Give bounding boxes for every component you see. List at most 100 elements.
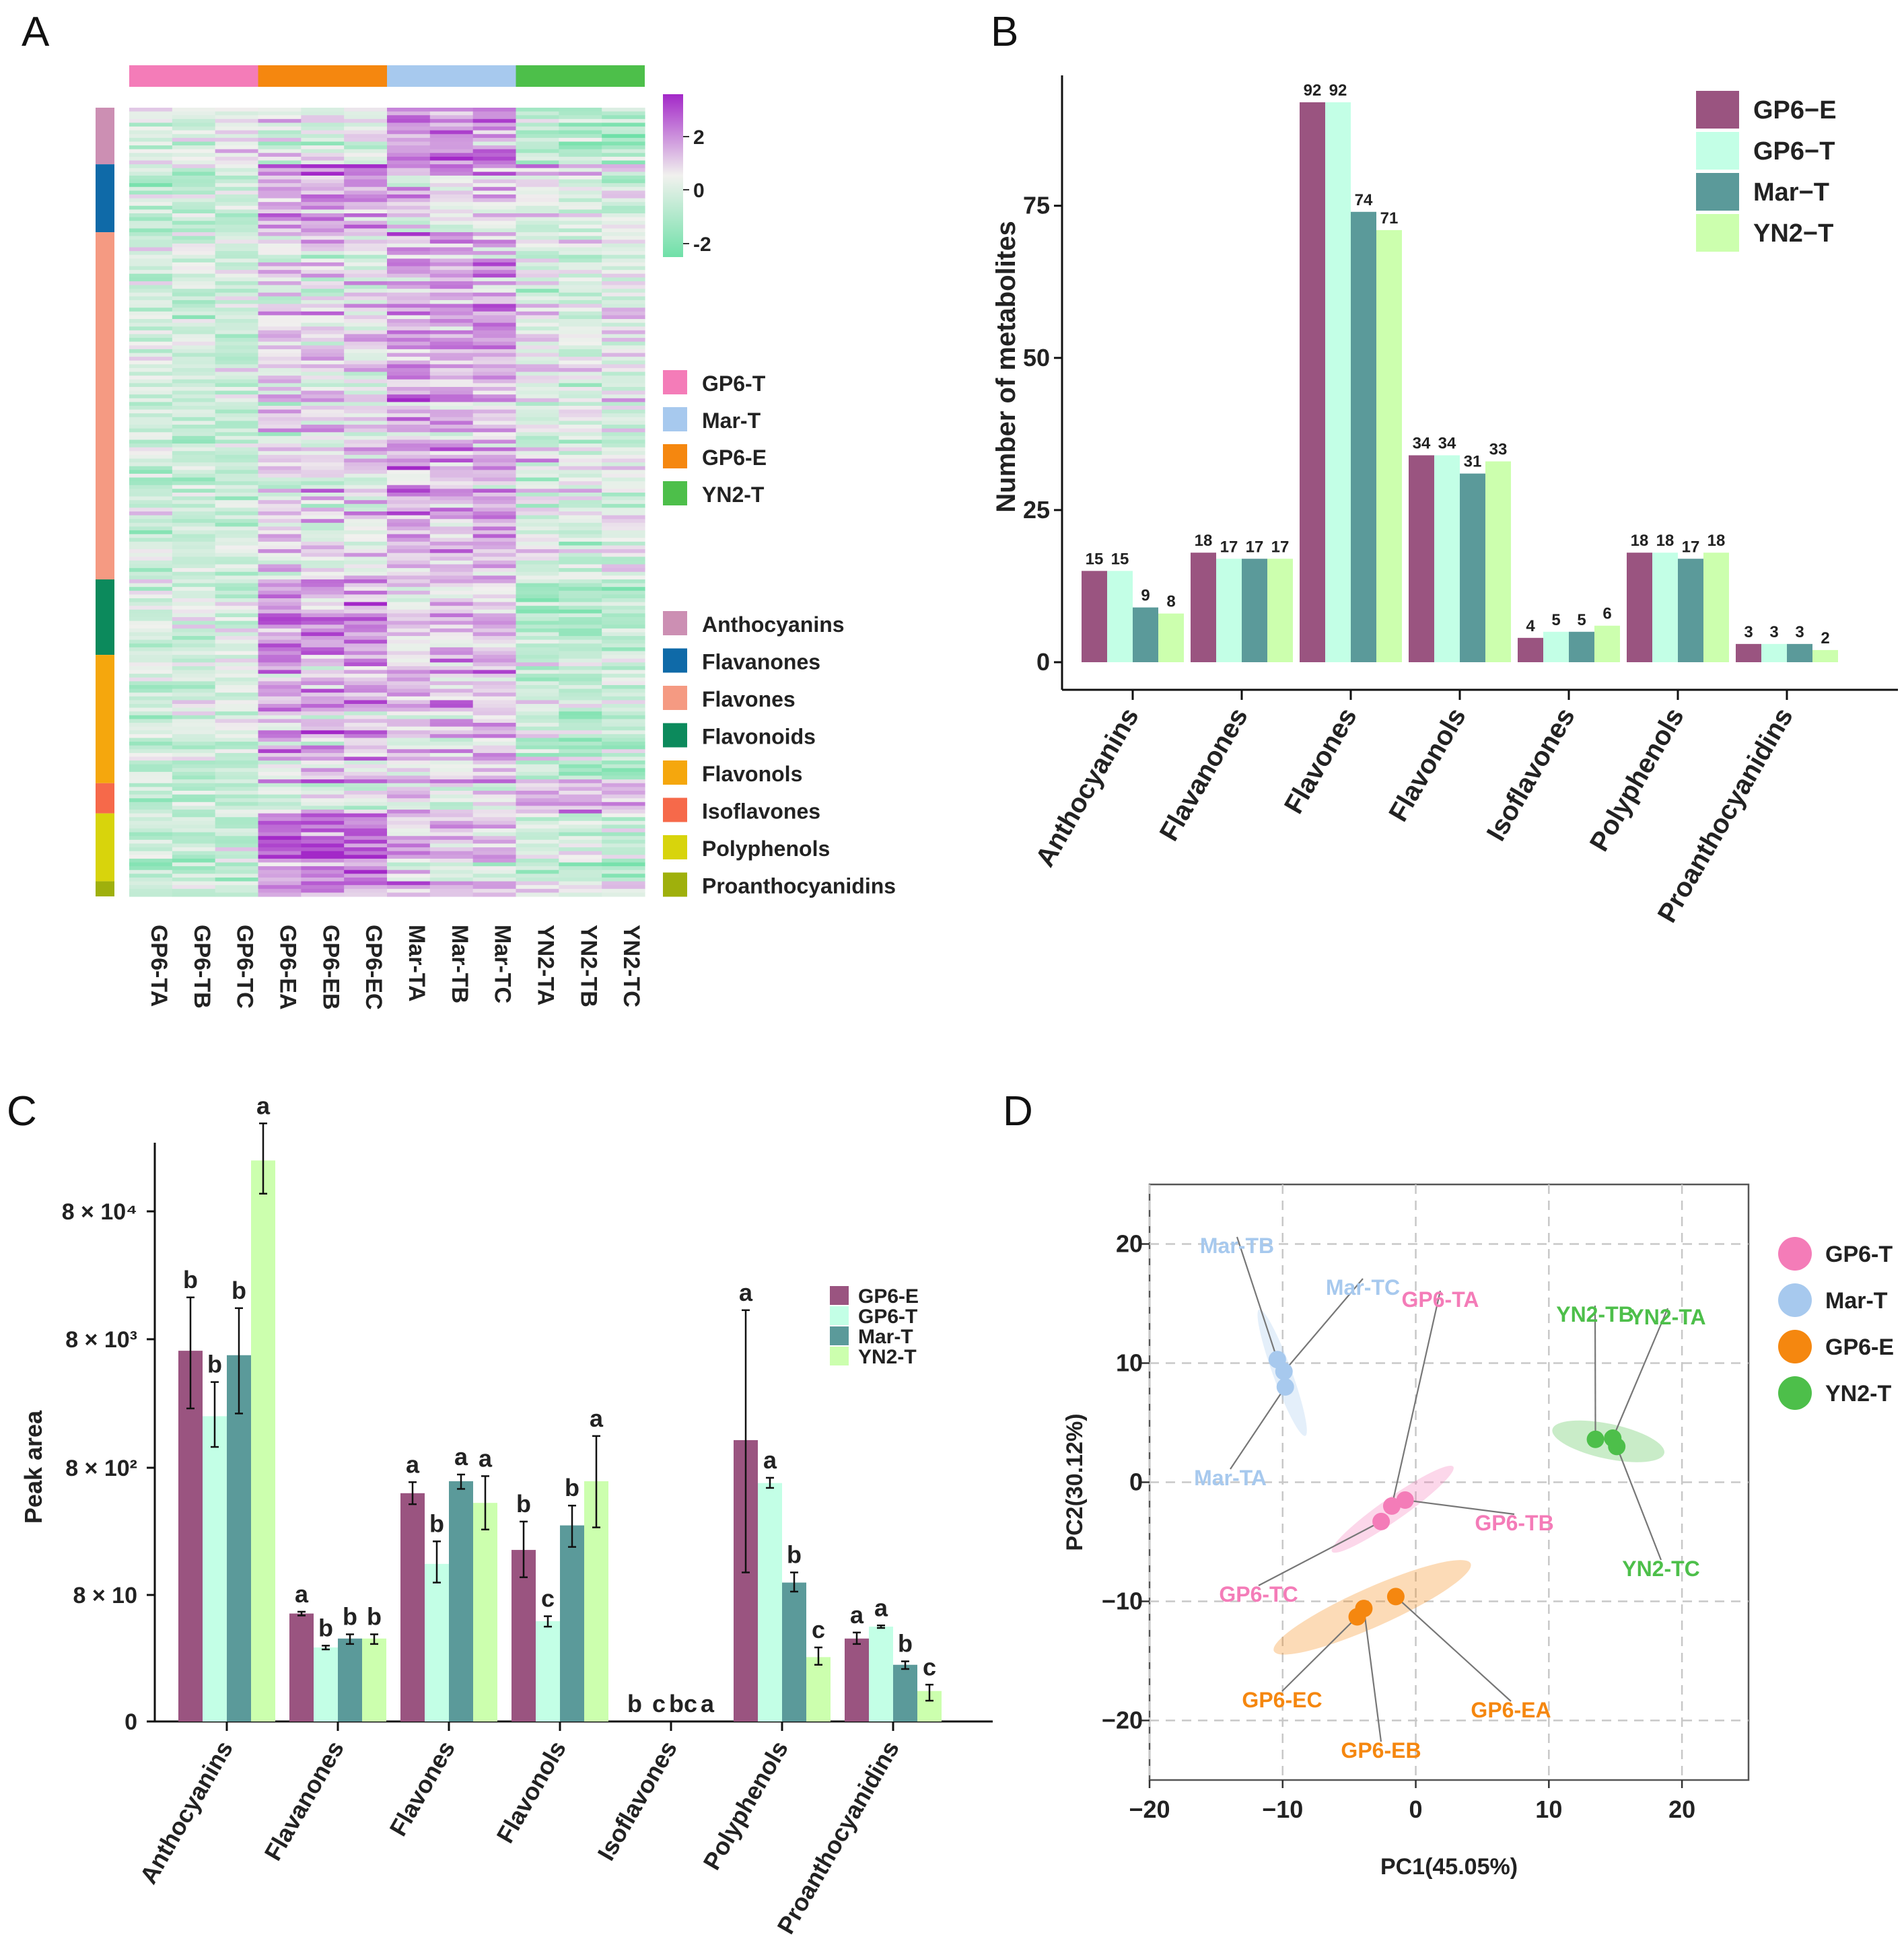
heatmap-cell xyxy=(129,571,173,576)
heatmap-cell xyxy=(516,145,559,150)
heatmap-cell xyxy=(129,507,173,512)
heatmap-cell xyxy=(602,643,645,648)
heatmap-cell xyxy=(301,425,345,429)
heatmap-cell xyxy=(429,439,474,444)
heatmap-cell xyxy=(258,425,302,429)
heatmap-cell xyxy=(429,888,474,893)
heatmap-cell xyxy=(516,794,559,799)
heatmap-cell xyxy=(559,877,602,882)
heatmap-cell xyxy=(301,179,345,184)
heatmap-cell xyxy=(172,311,216,316)
panel-label-c: C xyxy=(7,1088,37,1135)
heatmap-cell xyxy=(429,413,474,418)
heatmap-cell xyxy=(172,383,216,388)
heatmap-cell xyxy=(258,832,302,837)
heatmap-cell xyxy=(429,507,474,512)
heatmap-cell xyxy=(516,439,559,444)
heatmap-cell xyxy=(301,409,345,414)
heatmap-cell xyxy=(559,583,602,588)
heatmap-cell xyxy=(258,111,302,116)
heatmap-cell xyxy=(559,742,602,746)
bar-b-value-label: 17 xyxy=(1271,538,1290,556)
heatmap-cell xyxy=(344,270,388,275)
heatmap-cell xyxy=(516,862,559,867)
heatmap-cell xyxy=(301,285,345,289)
heatmap-cell xyxy=(301,613,345,618)
heatmap-cell xyxy=(129,240,173,244)
heatmap-cell xyxy=(301,202,345,207)
heatmap-cell xyxy=(258,806,302,810)
heatmap-cell xyxy=(602,613,645,618)
heatmap-cell xyxy=(344,726,388,731)
heatmap-cell xyxy=(387,247,431,252)
heatmap-cell xyxy=(472,153,517,157)
heatmap-cell xyxy=(129,666,173,671)
heatmap-cell xyxy=(215,802,259,807)
column-label: GP6-TB xyxy=(189,925,215,1009)
heatmap-cell xyxy=(602,319,645,324)
heatmap-cell xyxy=(258,273,302,278)
group-legend-label: Mar-T xyxy=(702,408,761,433)
heatmap-cell xyxy=(602,115,645,120)
heatmap-cell xyxy=(602,783,645,787)
heatmap-cell xyxy=(516,522,559,528)
heatmap-cell xyxy=(344,711,388,716)
heatmap-cell xyxy=(429,299,474,305)
heatmap-cell xyxy=(559,752,602,758)
heatmap-cell xyxy=(472,496,517,501)
heatmap-cell xyxy=(344,134,388,139)
heatmap-cell xyxy=(516,545,559,550)
heatmap-cell xyxy=(215,587,259,592)
heatmap-cell xyxy=(129,156,173,162)
heatmap-cell xyxy=(344,738,388,742)
heatmap-cell xyxy=(516,760,559,765)
heatmap-cell xyxy=(429,700,474,705)
heatmap-cell xyxy=(344,670,388,674)
heatmap-cell xyxy=(301,760,345,765)
heatmap-cell xyxy=(258,432,302,437)
heatmap-cell xyxy=(215,734,259,739)
heatmap-cell xyxy=(602,137,645,143)
heatmap-cell xyxy=(516,726,559,731)
heatmap-cell xyxy=(129,439,173,444)
heatmap-cell xyxy=(429,477,474,482)
heatmap-cell xyxy=(129,175,173,180)
heatmap-cell xyxy=(602,240,645,244)
heatmap-cell xyxy=(172,243,216,248)
heatmap-cell xyxy=(387,734,431,739)
heatmap-cell xyxy=(559,684,602,690)
heatmap-cell xyxy=(602,447,645,452)
heatmap-cell xyxy=(172,304,216,308)
heatmap-cell xyxy=(387,492,431,497)
heatmap-cell xyxy=(387,425,431,429)
heatmap-cell xyxy=(602,311,645,316)
heatmap-cell xyxy=(602,156,645,162)
heatmap-cell xyxy=(429,338,474,343)
heatmap-cell xyxy=(472,885,517,890)
heatmap-cell xyxy=(472,647,517,652)
column-label: YN2-TC xyxy=(619,925,644,1007)
heatmap-cell xyxy=(387,496,431,501)
heatmap-cell xyxy=(602,299,645,305)
heatmap-cell xyxy=(387,454,431,460)
heatmap-cell xyxy=(172,564,216,569)
y-tick-label-c: 8 × 10² xyxy=(65,1456,137,1481)
heatmap-cell xyxy=(344,319,388,324)
heatmap-cell xyxy=(516,137,559,143)
heatmap-cell xyxy=(172,500,216,505)
heatmap-cell xyxy=(301,232,345,237)
class-legend-label: Isoflavones xyxy=(702,799,820,824)
bar-b-4-0 xyxy=(1518,637,1543,662)
heatmap-panel: GP6-TA GP6-TB GP6-TC GP6-EA GP6-EB GP6-EC Mar-… xyxy=(96,65,896,1010)
heatmap-cell xyxy=(559,451,602,456)
column-group-bar-0 xyxy=(129,65,258,87)
heatmap-cell xyxy=(344,647,388,652)
heatmap-cell xyxy=(172,205,216,211)
heatmap-cell xyxy=(472,376,517,380)
heatmap-cell xyxy=(344,798,388,803)
heatmap-cell xyxy=(387,402,431,406)
heatmap-cell xyxy=(559,874,602,878)
heatmap-cell xyxy=(602,534,645,538)
heatmap-cell xyxy=(258,341,302,346)
heatmap-cell xyxy=(301,439,345,444)
